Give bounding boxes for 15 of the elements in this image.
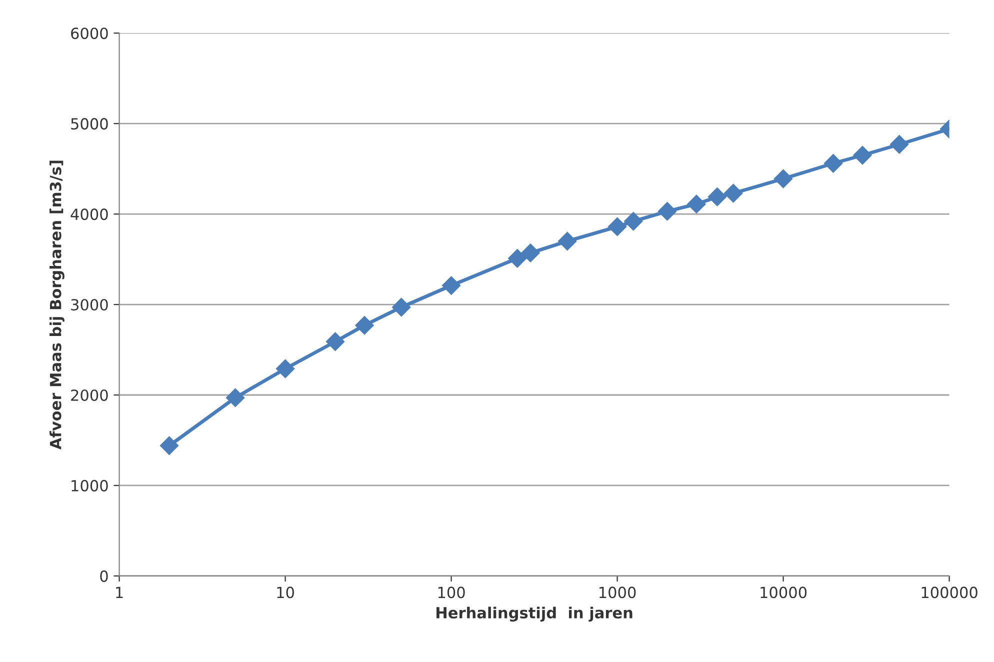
y-tick-label: 2000 <box>71 389 108 402</box>
y-tick-label: 5000 <box>71 118 108 130</box>
y-tick-label: 3000 <box>71 298 108 311</box>
y-axis-title: Afvoer Maas bij Borgharen [m3/s] <box>50 160 64 450</box>
x-tick-label: 100000 <box>922 586 978 598</box>
y-tick-label: 6000 <box>71 28 108 40</box>
x-axis-title: Herhalingstijd in jaren <box>436 606 632 622</box>
x-tick-label: 1000 <box>600 586 636 598</box>
y-tick-label: 0 <box>100 570 108 582</box>
x-tick-label: 1 <box>116 586 123 598</box>
y-tick-label: 4000 <box>70 208 108 220</box>
x-tick-label: 10000 <box>760 586 807 598</box>
y-tick-label: 1000 <box>72 480 108 492</box>
x-tick-label: 10 <box>277 586 294 598</box>
x-tick-label: 100 <box>438 586 465 598</box>
